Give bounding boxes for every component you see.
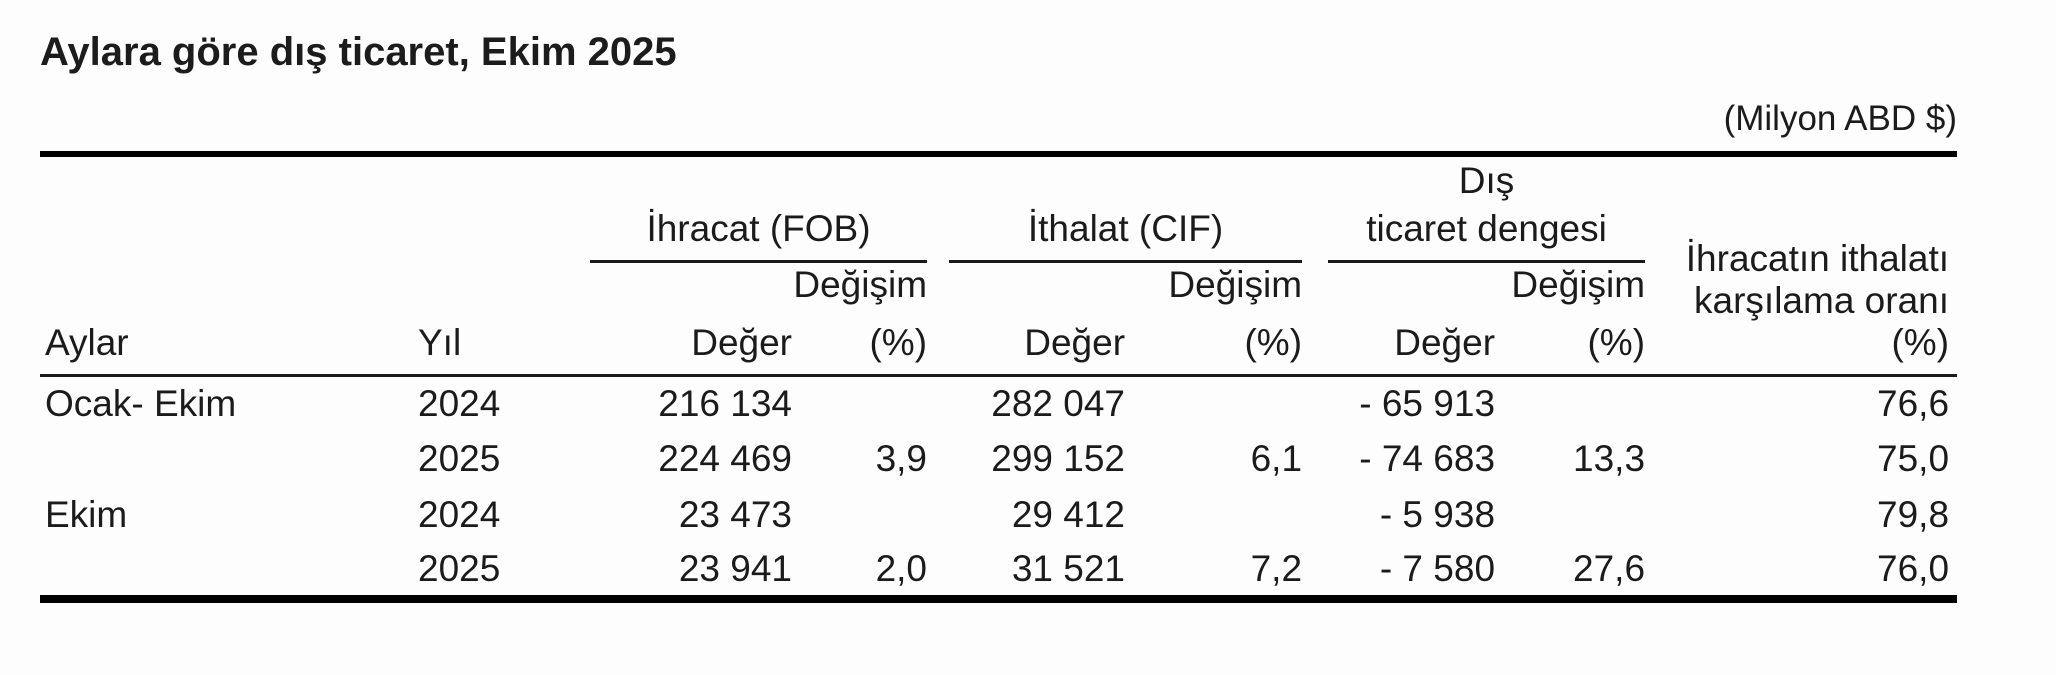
table-row: Ocak- Ekim 2024 216 134 282 047 - 65 913… <box>40 375 1957 431</box>
cell-coverage-ratio: 79,8 <box>1877 494 1950 536</box>
cell-months <box>40 543 415 599</box>
cell-balance-change: 27,6 <box>1573 548 1646 590</box>
unit-note: (Milyon ABD $) <box>1723 99 1957 138</box>
change-header-row: Değişim Değişim Değişim <box>40 263 1957 307</box>
cell-imports-change: 6,1 <box>1250 438 1303 480</box>
group-header-exports-label: İhracat (FOB) <box>646 208 871 250</box>
group-header-imports: İthalat (CIF) <box>927 154 1303 264</box>
header-spacer <box>1302 263 1495 307</box>
cell-exports-value: 224 469 <box>658 438 792 480</box>
cell-balance-value: - 7 580 <box>1379 548 1496 590</box>
cell-coverage-ratio: 76,0 <box>1877 548 1950 590</box>
change-header-exports: Değişim <box>793 264 928 306</box>
cell-imports-value: 29 412 <box>1011 494 1126 536</box>
cell-imports-value: 31 521 <box>1011 548 1126 590</box>
table-body: Ocak- Ekim 2024 216 134 282 047 - 65 913… <box>40 375 1957 599</box>
coverage-header-line3: (%) <box>1891 321 1950 363</box>
cell-exports-value: 23 473 <box>678 494 792 536</box>
cell-balance-value: - 74 683 <box>1359 438 1496 480</box>
cell-exports-value: 23 941 <box>678 548 792 590</box>
table-row: 2025 23 941 2,0 31 521 7,2 - 7 580 27,6 … <box>40 543 1957 599</box>
change-header-balance: Değişim <box>1511 264 1646 306</box>
cell-year: 2024 <box>418 494 501 536</box>
cell-year: 2024 <box>418 382 501 424</box>
coverage-header-line2: karşılama oranı <box>1694 280 1950 322</box>
cell-balance-change: 13,3 <box>1573 438 1646 480</box>
cell-imports-value: 282 047 <box>991 382 1126 424</box>
cell-exports-change: 2,0 <box>875 548 928 590</box>
cell-year: 2025 <box>418 548 501 590</box>
column-header-exports-pct: (%) <box>792 307 928 377</box>
cell-coverage-ratio: 76,6 <box>1877 382 1950 424</box>
cell-balance-change <box>1495 375 1645 431</box>
page-title: Aylara göre dış ticaret, Ekim 2025 <box>40 30 677 74</box>
imports-underline: İthalat (CIF) <box>949 205 1303 264</box>
header-spacer <box>590 263 792 307</box>
cell-exports-change <box>792 487 927 543</box>
header-spacer <box>40 263 590 307</box>
cell-months: Ekim <box>45 494 128 536</box>
cell-exports-change: 3,9 <box>875 438 928 480</box>
column-header-balance-pct: (%) <box>1495 307 1646 377</box>
column-header-row: Aylar Yıl Değer (%) Değer (%) Değer (%) <box>40 307 1957 377</box>
cell-months <box>40 431 415 487</box>
table-header: İhracat (FOB) İthalat (CIF) Dış ticaret … <box>40 153 1958 377</box>
cell-balance-change <box>1495 487 1645 543</box>
table-row: 2025 224 469 3,9 299 152 6,1 - 74 683 13… <box>40 431 1957 487</box>
exports-underline: İhracat (FOB) <box>590 205 928 264</box>
page: Aylara göre dış ticaret, Ekim 2025 (Mily… <box>0 30 2056 675</box>
column-header-exports-value: Değer <box>590 307 792 377</box>
cell-exports-change <box>792 375 927 431</box>
cell-imports-change: 7,2 <box>1250 548 1303 590</box>
foreign-trade-table: İhracat (FOB) İthalat (CIF) Dış ticaret … <box>40 150 1958 604</box>
group-header-balance-line1: Dış <box>1458 159 1515 201</box>
cell-imports-value: 299 152 <box>991 438 1126 480</box>
group-header-exports: İhracat (FOB) <box>590 154 928 264</box>
header-spacer <box>40 154 590 264</box>
column-header-coverage: İhracatın ithalatı karşılama oranı (%) <box>1645 153 1958 377</box>
cell-exports-value: 216 134 <box>658 382 792 424</box>
header-spacer <box>927 263 1125 307</box>
group-header-row: İhracat (FOB) İthalat (CIF) Dış ticaret … <box>40 153 1958 377</box>
cell-balance-value: - 5 938 <box>1379 494 1496 536</box>
cell-coverage-ratio: 75,0 <box>1877 438 1950 480</box>
change-header-imports: Değişim <box>1168 264 1303 306</box>
group-header-balance: Dış ticaret dengesi <box>1302 154 1646 264</box>
column-header-imports-pct: (%) <box>1125 307 1303 377</box>
column-header-months: Aylar <box>40 307 415 377</box>
cell-months: Ocak- Ekim <box>45 382 237 424</box>
column-header-imports-value: Değer <box>927 307 1126 377</box>
table-row: Ekim 2024 23 473 29 412 - 5 938 79,8 <box>40 487 1957 543</box>
coverage-header-line1: İhracatın ithalatı <box>1685 238 1950 280</box>
group-header-imports-label: İthalat (CIF) <box>1027 208 1224 250</box>
cell-year: 2025 <box>418 438 501 480</box>
column-header-balance-value: Değer <box>1302 307 1496 377</box>
group-header-balance-line2: ticaret dengesi <box>1366 208 1607 250</box>
cell-balance-value: - 65 913 <box>1359 382 1496 424</box>
balance-underline: Dış ticaret dengesi <box>1328 157 1646 264</box>
column-header-year: Yıl <box>415 307 590 377</box>
cell-imports-change <box>1125 375 1302 431</box>
cell-imports-change <box>1125 487 1302 543</box>
